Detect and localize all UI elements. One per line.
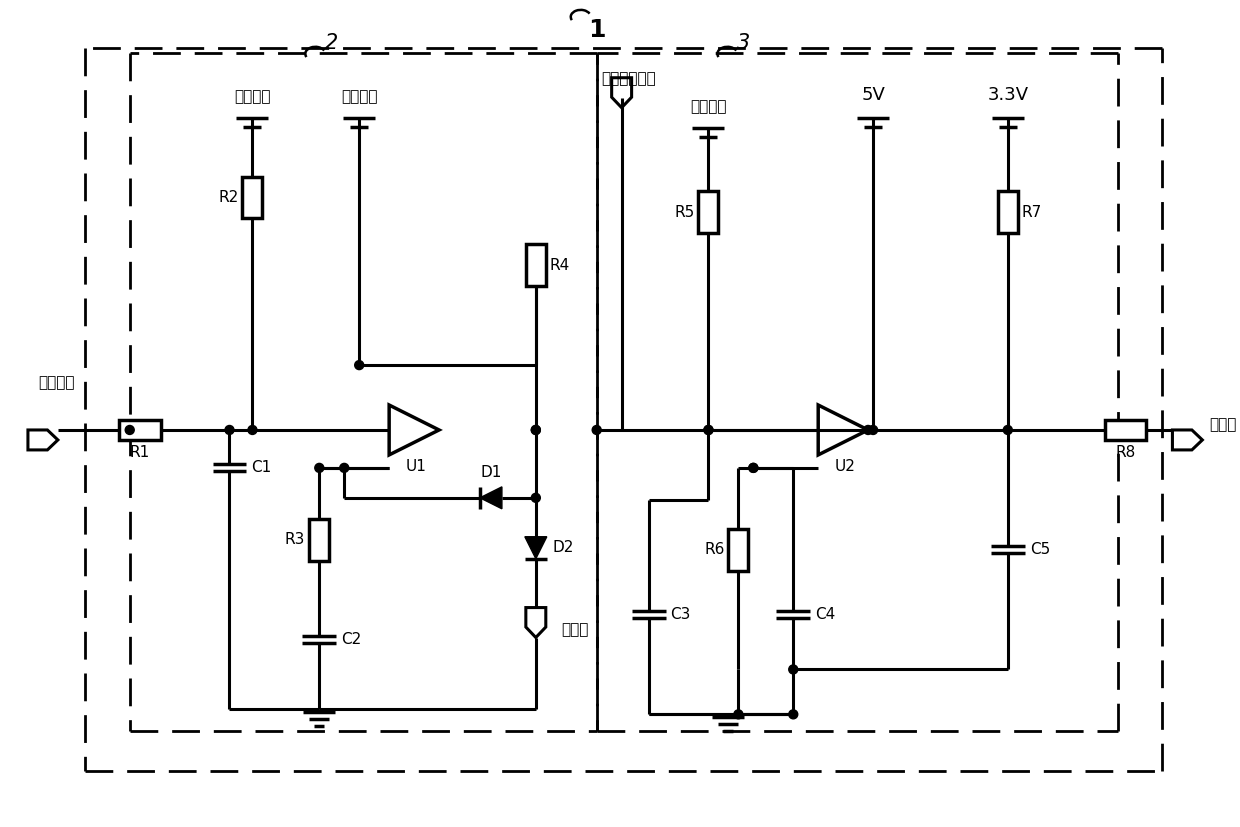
Text: 第二电源: 第二电源 [341, 88, 377, 103]
Text: R8: R8 [1116, 445, 1136, 460]
Polygon shape [525, 537, 547, 559]
Text: 第三电源: 第三电源 [691, 98, 727, 113]
Circle shape [355, 361, 363, 370]
Polygon shape [480, 487, 502, 509]
Text: D1: D1 [480, 465, 502, 480]
Bar [526, 244, 546, 286]
Text: 3.3V: 3.3V [987, 86, 1028, 103]
Circle shape [789, 710, 797, 719]
Text: 处理器: 处理器 [1209, 418, 1236, 433]
Text: U1: U1 [405, 459, 427, 474]
Bar [728, 528, 749, 571]
Text: R3: R3 [285, 533, 305, 547]
Bar [998, 192, 1018, 233]
Bar [119, 420, 161, 440]
Text: C4: C4 [815, 607, 836, 622]
Circle shape [1003, 425, 1012, 434]
Circle shape [248, 425, 257, 434]
Circle shape [315, 463, 324, 472]
Text: C3: C3 [671, 607, 691, 622]
Text: 2: 2 [325, 33, 337, 53]
Text: D2: D2 [553, 540, 574, 555]
Text: R1: R1 [129, 445, 150, 460]
Circle shape [531, 425, 541, 434]
Text: 第一电源: 第一电源 [234, 88, 270, 103]
Circle shape [789, 665, 797, 674]
Text: R5: R5 [675, 205, 694, 220]
Circle shape [593, 425, 601, 434]
Bar [243, 176, 263, 218]
Text: C5: C5 [1029, 543, 1050, 557]
Text: R7: R7 [1022, 205, 1042, 220]
Circle shape [340, 463, 348, 472]
Circle shape [749, 463, 758, 472]
Bar [698, 192, 718, 233]
Text: R2: R2 [218, 190, 238, 205]
Circle shape [704, 425, 713, 434]
Circle shape [868, 425, 878, 434]
Circle shape [125, 425, 134, 434]
Text: 3: 3 [737, 33, 750, 53]
Text: 1: 1 [588, 18, 605, 42]
Circle shape [863, 425, 873, 434]
Circle shape [531, 425, 541, 434]
Bar [1105, 420, 1147, 440]
Text: 处理器: 处理器 [560, 622, 588, 637]
Circle shape [734, 710, 743, 719]
Bar [309, 519, 330, 561]
Text: 采样电路: 采样电路 [38, 375, 76, 390]
Text: U2: U2 [835, 459, 856, 474]
Circle shape [224, 425, 234, 434]
Text: C1: C1 [252, 461, 272, 476]
Text: R6: R6 [704, 543, 724, 557]
Circle shape [704, 425, 713, 434]
Text: R4: R4 [549, 258, 570, 273]
Text: 5V: 5V [861, 86, 885, 103]
Circle shape [531, 494, 541, 502]
Text: C2: C2 [341, 632, 362, 647]
Circle shape [749, 463, 758, 472]
Text: 硬件驱动模块: 硬件驱动模块 [601, 71, 656, 86]
